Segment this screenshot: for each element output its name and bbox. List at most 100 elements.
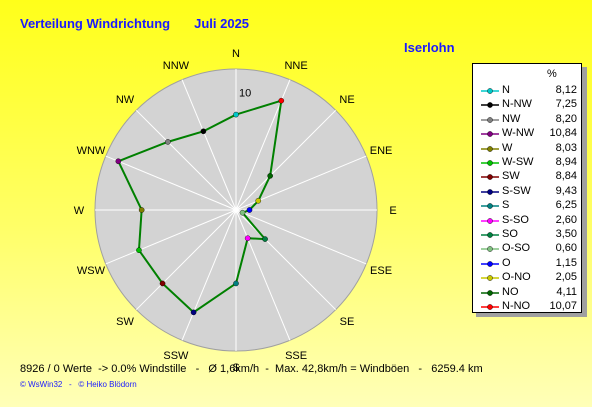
footer-credit: © WsWin32 - © Heiko Blödorn — [20, 380, 137, 389]
legend-value: 3,50 — [555, 228, 577, 240]
spoke-sw — [135, 209, 237, 311]
legend-marker — [481, 174, 499, 181]
legend-marker — [481, 289, 499, 296]
legend-label: W-NW — [502, 127, 535, 140]
data-point-s-sw — [190, 309, 197, 316]
title-text: Verteilung Windrichtung — [20, 16, 171, 31]
legend-value: 10,07 — [549, 300, 577, 312]
legend-label: W-SW — [502, 156, 534, 168]
legend-item-w-nw: W-NW 10,84 — [473, 127, 583, 142]
legend-item-s-so: S-SO 2,60 — [473, 214, 583, 229]
direction-label-wnw: WNW — [77, 145, 106, 157]
legend-value: 8,94 — [555, 156, 577, 168]
legend-marker — [481, 246, 499, 253]
legend-label: S-SO — [502, 213, 529, 226]
legend-item-n-no: N-NO 10,07 — [473, 300, 583, 315]
legend-value: 8,84 — [555, 170, 577, 183]
legend-label: SO — [502, 228, 518, 240]
spoke-ese — [235, 209, 367, 265]
legend-marker — [481, 304, 499, 310]
legend-shadow-right — [582, 67, 587, 317]
legend-label: N-NO — [502, 300, 531, 312]
spoke-se — [235, 209, 337, 311]
data-point-no — [267, 173, 273, 179]
station-name: Iserlohn — [404, 40, 455, 55]
spoke-wsw — [105, 209, 237, 265]
direction-label-nw: NW — [116, 94, 135, 106]
direction-label-w: W — [74, 205, 85, 217]
direction-label-nne: NNE — [284, 60, 307, 72]
legend-marker — [481, 88, 499, 94]
legend-label: S-SW — [502, 184, 531, 197]
legend-value: 8,12 — [555, 84, 577, 96]
data-point-n-no — [278, 97, 285, 104]
spoke-ssw — [181, 209, 237, 341]
ring-tick-label: 10 — [239, 88, 251, 100]
legend-label: S — [502, 199, 510, 212]
legend-label: O — [502, 256, 511, 269]
legend-marker — [481, 217, 499, 224]
data-point-n-nw — [200, 128, 207, 135]
spoke-nw — [135, 109, 237, 211]
direction-label-ne: NE — [339, 94, 354, 106]
spoke-ne — [235, 109, 337, 211]
direction-label-sw: SW — [116, 316, 134, 328]
legend-item-w-sw: W-SW 8,94 — [473, 156, 583, 171]
legend-marker — [481, 232, 499, 238]
legend-label: O-SO — [502, 242, 531, 255]
direction-label-s: S — [232, 362, 239, 374]
legend-value: 2,05 — [555, 271, 577, 284]
legend-item-n: N 8,12 — [473, 84, 583, 99]
data-point-o — [246, 207, 253, 213]
legend-value: 6,25 — [555, 199, 577, 212]
legend: % N 8,12 N-NW 7,25 NW 8,20 W-NW 10,84 W 8,03 W-SW 8… — [472, 63, 582, 313]
legend-marker — [481, 275, 499, 281]
legend-label: NO — [502, 285, 519, 298]
legend-label: NW — [502, 112, 521, 125]
period-text: Juli 2025 — [194, 16, 250, 31]
data-point-o-no — [255, 197, 262, 204]
legend-label: N — [502, 84, 510, 96]
legend-marker — [481, 116, 499, 123]
legend-value: 2,60 — [555, 213, 577, 226]
legend-marker — [481, 131, 499, 137]
data-point-nw — [165, 139, 171, 145]
legend-item-no: NO 4,11 — [473, 286, 583, 301]
legend-item-o: O 1,15 — [473, 257, 583, 272]
direction-label-ssw: SSW — [163, 350, 189, 362]
legend-label: W — [502, 141, 513, 154]
spoke-sse — [235, 209, 291, 341]
data-point-w-sw — [136, 247, 142, 253]
legend-value: 7,25 — [555, 98, 577, 111]
direction-label-wsw: WSW — [77, 265, 106, 277]
direction-label-ese: ESE — [370, 265, 392, 277]
direction-label-e: E — [389, 205, 396, 217]
legend-item-n-nw: N-NW 7,25 — [473, 98, 583, 113]
data-point-w-nw — [115, 158, 122, 165]
direction-label-nnw: NNW — [163, 60, 190, 72]
data-point-so — [262, 236, 268, 242]
legend-item-w: W 8,03 — [473, 142, 583, 157]
legend-item-so: SO 3,50 — [473, 228, 583, 243]
chart-title: Verteilung Windrichtung Juli 2025 — [20, 16, 273, 31]
legend-item-s-sw: S-SW 9,43 — [473, 185, 583, 200]
legend-value: 0,60 — [555, 242, 577, 255]
legend-label: SW — [502, 170, 520, 183]
data-point-s — [233, 280, 239, 287]
legend-marker — [481, 203, 499, 209]
legend-value: 4,11 — [556, 285, 577, 298]
data-point-n — [233, 111, 239, 118]
direction-label-sse: SSE — [285, 350, 307, 362]
legend-unit-header: % — [547, 68, 557, 80]
legend-value: 9,43 — [555, 184, 577, 197]
legend-value: 10,84 — [549, 127, 577, 140]
legend-label: N-NW — [502, 98, 532, 111]
legend-item-nw: NW 8,20 — [473, 113, 583, 128]
legend-marker — [481, 102, 499, 109]
legend-value: 1,15 — [555, 256, 577, 269]
legend-item-o-so: O-SO 0,60 — [473, 242, 583, 257]
legend-item-sw: SW 8,84 — [473, 170, 583, 185]
legend-marker — [481, 145, 499, 152]
legend-shadow-bottom — [476, 312, 587, 317]
